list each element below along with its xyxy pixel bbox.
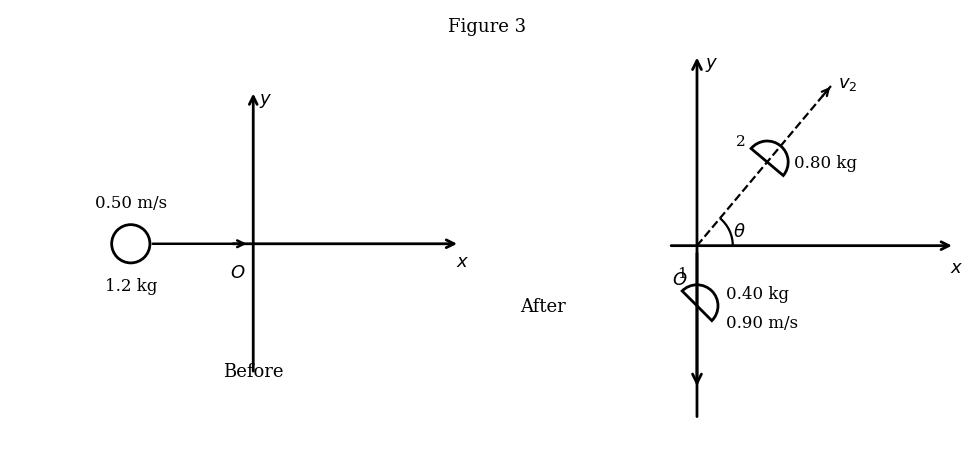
Text: Figure 3: Figure 3 [448,18,526,36]
Text: $y$: $y$ [704,56,718,74]
Text: $x$: $x$ [456,252,469,270]
Text: 1: 1 [677,267,687,281]
Text: $O$: $O$ [230,263,245,281]
Text: $x$: $x$ [950,258,963,276]
Text: $O$: $O$ [672,270,688,288]
Text: $y$: $y$ [259,91,273,110]
Text: After: After [520,297,566,315]
Text: 0.50 m/s: 0.50 m/s [94,194,167,212]
Text: $v_2$: $v_2$ [838,75,857,93]
Text: 1.2 kg: 1.2 kg [104,277,157,294]
Text: Before: Before [223,362,283,380]
Text: 0.90 m/s: 0.90 m/s [726,314,798,331]
Text: 0.40 kg: 0.40 kg [726,286,789,303]
Text: 2: 2 [735,135,745,148]
Text: 0.80 kg: 0.80 kg [794,154,857,172]
Text: $\theta$: $\theta$ [733,222,746,241]
